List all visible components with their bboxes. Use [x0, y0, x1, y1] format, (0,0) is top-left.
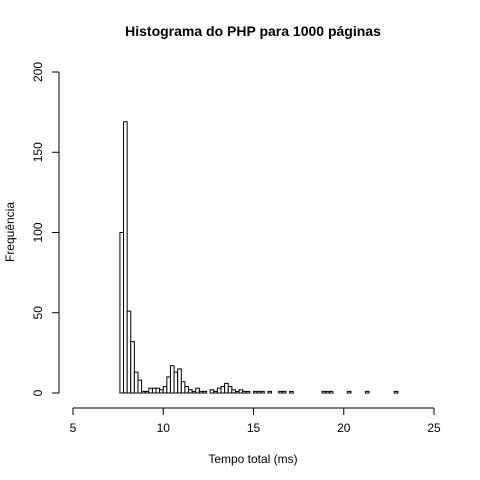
histogram-bar [253, 390, 258, 394]
histogram-bar [188, 389, 193, 394]
histogram-bar [126, 310, 132, 394]
histogram-bar [289, 390, 294, 394]
histogram-bar [364, 390, 370, 394]
x-tick-label: 20 [337, 421, 351, 435]
histogram-bar [177, 368, 182, 394]
histogram-bar [195, 387, 200, 394]
histogram-bar [220, 386, 226, 394]
histogram-bar [144, 390, 150, 394]
histogram-bar [137, 379, 143, 394]
histogram-bar [141, 390, 146, 394]
x-tick-label: 25 [427, 421, 441, 435]
histogram-bar [155, 387, 161, 394]
histogram-bar [173, 371, 179, 394]
histogram-bar [180, 381, 186, 394]
histogram-bar [256, 390, 262, 394]
histogram-bar [184, 386, 190, 394]
x-tick-label: 5 [70, 421, 77, 435]
histogram-bar [123, 121, 128, 394]
histogram-bar [133, 371, 139, 394]
histogram-bar [245, 390, 251, 394]
histogram-bar [166, 376, 171, 394]
histogram-bar [159, 389, 164, 394]
histogram-bar [281, 390, 287, 394]
histogram-bar [209, 389, 215, 394]
x-axis-ticks: 5 10 15 20 25 [70, 408, 441, 435]
y-axis-label: Frequência [3, 202, 17, 262]
histogram-bar [119, 232, 125, 394]
y-tick-label: 150 [31, 142, 45, 162]
histogram-bar [231, 389, 236, 394]
histogram-bar [224, 382, 229, 394]
y-tick-label: 100 [31, 222, 45, 242]
histogram-bar [216, 387, 222, 394]
x-axis-label: Tempo total (ms) [208, 452, 297, 466]
y-tick-label: 200 [31, 62, 45, 82]
histogram-bar [328, 390, 334, 394]
histogram-bars [119, 121, 399, 394]
histogram-bar [191, 390, 197, 394]
histogram-bar [130, 341, 135, 394]
histogram-bar [238, 389, 244, 394]
histogram-bar [213, 390, 218, 394]
chart-title: Histograma do PHP para 1000 páginas [125, 23, 381, 39]
y-tick-label: 50 [31, 306, 45, 320]
histogram-bar [234, 390, 240, 394]
histogram-bar [242, 390, 247, 394]
histogram-bar [321, 390, 327, 394]
histogram-bar [260, 390, 265, 394]
histogram-bar [278, 390, 283, 394]
y-tick-label: 0 [31, 389, 45, 396]
x-tick-label: 15 [247, 421, 261, 435]
y-axis-ticks: 0 50 100 150 200 [31, 62, 59, 396]
histogram-bar [227, 386, 233, 394]
histogram-bar [148, 387, 153, 394]
histogram-bar [151, 387, 157, 394]
histogram-bar [346, 390, 352, 394]
histogram-bar [198, 390, 204, 394]
histogram-bar [169, 365, 175, 394]
histogram-bar [202, 390, 208, 394]
histogram-bar [267, 390, 273, 394]
histogram-bar [325, 390, 330, 394]
x-tick-label: 10 [157, 421, 171, 435]
histogram-bar [162, 386, 168, 394]
histogram-bar [393, 390, 399, 394]
